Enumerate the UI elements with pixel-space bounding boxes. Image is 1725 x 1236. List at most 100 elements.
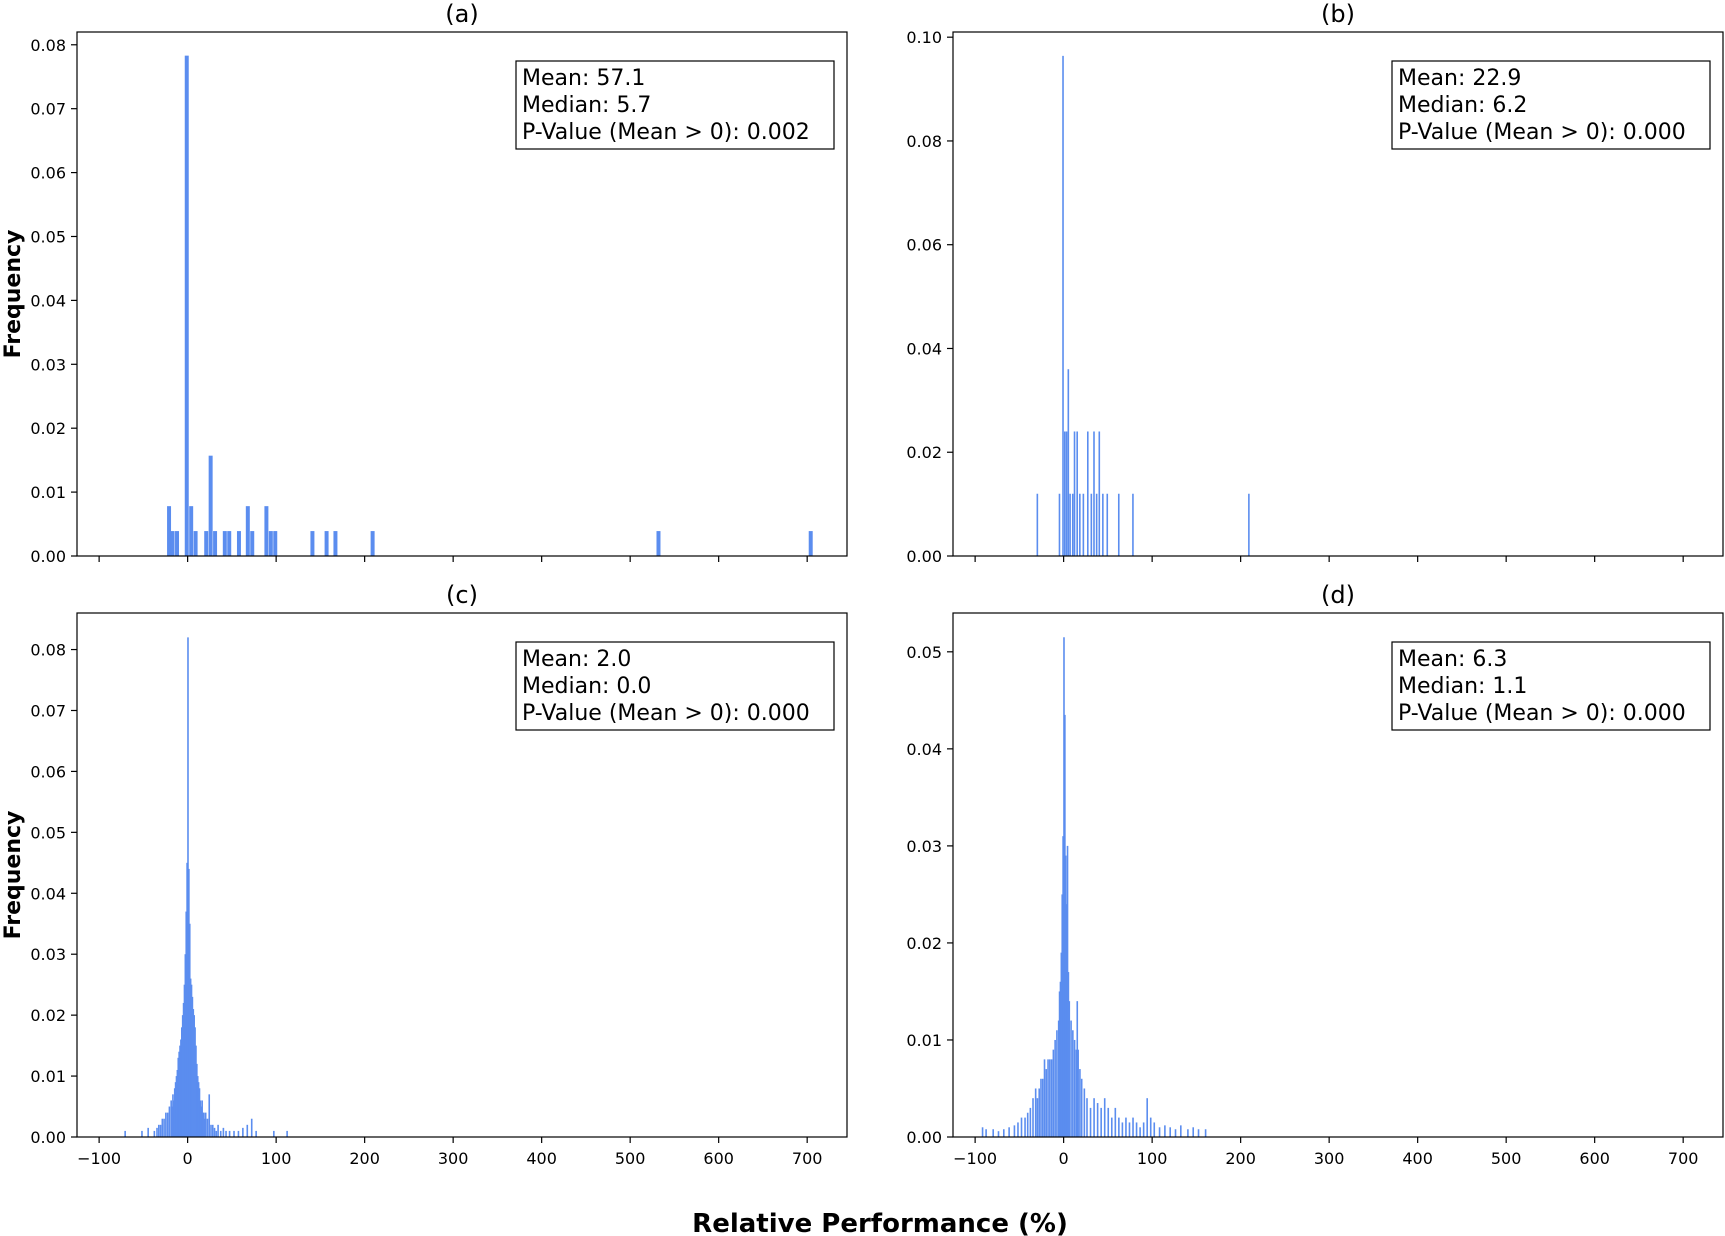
histogram-bar (250, 531, 255, 556)
y-tick-label: 0.02 (906, 443, 942, 462)
x-tick-label: 0 (183, 1149, 193, 1168)
x-tick-label: 100 (261, 1149, 292, 1168)
histogram-bar (186, 862, 188, 1137)
histogram-bar (222, 531, 227, 556)
histogram-bar (219, 1130, 222, 1137)
histogram-bar (1062, 836, 1064, 1137)
histogram-bar (1125, 1117, 1127, 1137)
histogram-bar (208, 1094, 211, 1137)
stats-mean: Mean: 57.1 (522, 66, 645, 91)
histogram-bar (1128, 1122, 1131, 1137)
histogram-bar (1063, 431, 1066, 556)
histogram-bar (165, 1112, 167, 1137)
stats-median: Median: 5.7 (522, 93, 651, 118)
x-tick-label: 700 (1668, 1149, 1699, 1168)
histogram-bar (1107, 1107, 1110, 1137)
histogram-bar (166, 1112, 169, 1137)
histogram-bar (208, 455, 213, 556)
histogram-bar (1106, 493, 1109, 556)
panel-0: 0.00 0.01 0.02 0.03 0.04 0.05 0.06 0.07 0.08 (a) F… (1, 0, 848, 566)
x-tick-label: 300 (1314, 1149, 1345, 1168)
histogram-bar (981, 1127, 984, 1137)
histogram-bar (1040, 1078, 1042, 1137)
histogram-bar (1102, 493, 1104, 556)
histogram-bar (1079, 493, 1081, 556)
histogram-bar (141, 1130, 143, 1137)
y-axis-label: Frequency (1, 230, 26, 359)
histogram-bar (1093, 431, 1095, 556)
histogram-bar (1164, 1125, 1166, 1137)
histogram-bar (1086, 431, 1089, 556)
histogram-bar (1132, 493, 1134, 556)
y-tick-label: 0.00 (30, 1128, 66, 1147)
histogram-bar (194, 1027, 196, 1137)
y-tick-label: 0.08 (906, 132, 942, 151)
histogram-bar (1071, 493, 1074, 556)
histogram-bar (1075, 1049, 1078, 1137)
histogram-bar (1067, 972, 1070, 1137)
histogram-bar (997, 1131, 1000, 1137)
histogram-bar (213, 531, 218, 556)
histogram-bar (1061, 894, 1064, 1137)
stats-mean: Mean: 2.0 (522, 647, 631, 672)
y-tick-label: 0.07 (30, 701, 66, 720)
y-tick-label: 0.00 (906, 547, 942, 566)
x-tick-label: 200 (349, 1149, 380, 1168)
y-axis-label: Frequency (1, 811, 26, 940)
y-tick-label: 0.05 (906, 643, 942, 662)
histogram-bar (1052, 1049, 1055, 1137)
histogram-bar (1073, 431, 1076, 556)
histogram-bar (1064, 855, 1067, 1137)
histogram-bar (187, 637, 189, 1137)
histogram-bar (1024, 1117, 1026, 1137)
histogram-bar (182, 1002, 185, 1137)
histogram-bar (1080, 1078, 1083, 1137)
y-tick-label: 0.06 (906, 236, 942, 255)
histogram-bar (1041, 1078, 1044, 1137)
y-tick-label: 0.02 (906, 934, 942, 953)
histogram-bar (1058, 991, 1061, 1137)
histogram-bar (1073, 1039, 1076, 1137)
histogram-bar (206, 1118, 209, 1137)
x-tick-label: −100 (77, 1149, 121, 1168)
histogram-bar (174, 1082, 177, 1137)
x-tick-label: 200 (1225, 1149, 1256, 1168)
histogram-bar (1072, 1030, 1074, 1137)
y-tick-label: 0.03 (30, 945, 66, 964)
histogram-bar (196, 1063, 198, 1137)
x-tick-label: 400 (526, 1149, 557, 1168)
histogram-bar (1192, 1127, 1195, 1137)
stats-box (515, 641, 835, 731)
x-tick-label: 400 (1402, 1149, 1433, 1168)
histogram-bar (1139, 1127, 1141, 1137)
histogram-bar (1089, 1107, 1092, 1137)
histogram-bar (204, 1118, 206, 1137)
histogram-bar (310, 531, 315, 556)
histogram-bars (124, 637, 288, 1137)
y-tick-label: 0.06 (30, 762, 66, 781)
histogram-bar (1036, 1098, 1039, 1137)
histogram-bar (264, 506, 269, 556)
histogram-bar (193, 1015, 195, 1137)
histogram-bar (1029, 1107, 1032, 1137)
y-tick-label: 0.05 (30, 227, 66, 246)
histogram-bar (242, 1127, 244, 1137)
histogram-bar (1020, 1117, 1023, 1137)
histogram-bar (1050, 1059, 1053, 1137)
histogram-bar (191, 996, 194, 1137)
histogram-bar (204, 531, 209, 556)
y-tick-label: 0.08 (30, 36, 66, 55)
histogram-bar (1093, 1098, 1095, 1137)
histogram-bar (180, 1027, 183, 1137)
histogram-bar (233, 1130, 235, 1137)
stats-pvalue: P-Value (Mean > 0): 0.000 (1398, 701, 1686, 726)
x-tick-label: 0 (1059, 1149, 1069, 1168)
histogram-bar (157, 1124, 160, 1137)
histogram-bar (1049, 1059, 1051, 1137)
plot-frame (76, 612, 848, 1138)
histogram-bar (197, 1082, 200, 1137)
histogram-bar (1060, 952, 1063, 1137)
stats-box (1391, 60, 1711, 150)
histogram-bar (1095, 493, 1098, 556)
histogram-bar (188, 923, 191, 1137)
